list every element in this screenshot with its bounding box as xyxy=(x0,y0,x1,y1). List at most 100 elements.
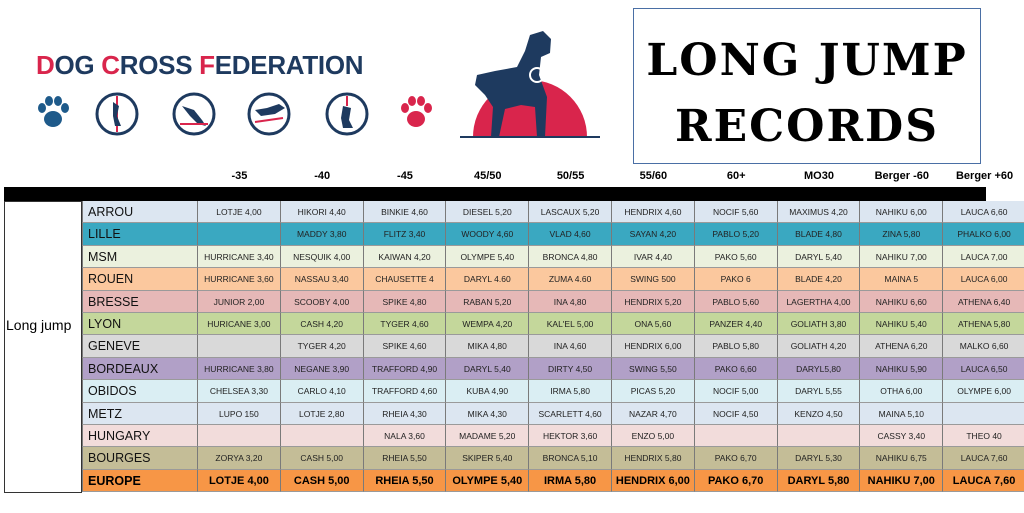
record-cell: ONA 5,60 xyxy=(612,313,695,336)
team-name-cell: ARROU xyxy=(82,201,198,224)
record-cell: INA 4,80 xyxy=(529,290,612,313)
record-cell: DARYL5,80 xyxy=(777,357,861,381)
record-cell: TRAFFORD 4,60 xyxy=(363,380,447,403)
record-cell: NAHIKU 5,40 xyxy=(860,313,944,336)
table-row: LILLE MADDY 3,80 FLITZ 3,40 WOODY 4,60 VLAD … xyxy=(82,223,1024,246)
table-row: OBIDOS CHELSEA 3,30 CARLO 4,10 TRAFFORD 4,6… xyxy=(82,380,1024,403)
record-cell: SCOOBY 4,00 xyxy=(280,290,364,313)
table-row: ROUEN HURRICANE 3,60 NASSAU 3,40 CHAUSETTE … xyxy=(82,268,1024,291)
record-cell: BLADE 4,20 xyxy=(777,268,861,291)
record-cell: LAUCA 7,60 xyxy=(943,469,1024,493)
column-header: 55/60 xyxy=(639,170,668,182)
record-cell: NAHIKU 6,60 xyxy=(860,290,944,313)
record-cell xyxy=(694,425,778,448)
table-row: GENEVE TYGER 4,20 SPIKE 4,60 MIKA 4,80 INA 4… xyxy=(82,335,1024,358)
logo-letters: D xyxy=(36,50,55,80)
event-label: Long jump xyxy=(6,317,72,333)
title-line-1: LONG JUMP xyxy=(646,35,968,86)
table-row: ARROU LOTJE 4,00 HIKORI 4,40 BINKIE 4,60 DIE… xyxy=(82,201,1024,224)
record-cell: LAUCA 6,60 xyxy=(943,201,1024,224)
record-cell: NOCIF 5,60 xyxy=(694,201,778,224)
column-header: 45/50 xyxy=(474,170,502,182)
record-cell: DARYL 5,30 xyxy=(777,447,861,470)
record-cell: DIRTY 4,50 xyxy=(529,357,612,381)
record-cell: SCARLETT 4,60 xyxy=(529,402,612,425)
record-cell: RHEIA 4,30 xyxy=(363,402,447,425)
record-cell: OLYMPE 6,00 xyxy=(943,380,1024,403)
record-cell: THEO 40 xyxy=(943,425,1024,448)
table-row: HUNGARY NALA 3,60 MADAME 5,20 HEKTOR 3,60 EN… xyxy=(82,425,1024,448)
record-cell: PAKO 6,60 xyxy=(694,357,778,381)
table-row: EUROPE LOTJE 4,00 CASH 5,00 RHEIA 5,50 OLYMP… xyxy=(82,469,1024,493)
record-cell: FLITZ 3,40 xyxy=(363,223,447,246)
record-cell: PABLO 5,20 xyxy=(694,223,778,246)
column-header: -45 xyxy=(397,170,413,182)
record-cell: TYGER 4,20 xyxy=(280,335,364,358)
record-cell: ZINA 5,80 xyxy=(860,223,944,246)
record-cell: ATHENA 6,20 xyxy=(860,335,944,358)
record-cell: PAKO 6,70 xyxy=(694,469,778,493)
column-header: 60+ xyxy=(726,170,746,182)
record-cell: PAKO 6,70 xyxy=(694,447,778,470)
record-cell: WOODY 4,60 xyxy=(446,223,530,246)
logo-letters: EDERATION xyxy=(214,50,364,80)
record-cell xyxy=(777,425,861,448)
record-cell: HENDRIX 6,00 xyxy=(612,335,695,358)
record-cell: ATHENA 5,80 xyxy=(943,313,1024,336)
record-cell: LAUCA 7,00 xyxy=(943,245,1024,269)
record-cell: INA 4,60 xyxy=(529,335,612,358)
title-box: LONG JUMP RECORDS xyxy=(633,8,981,164)
record-cell: IRMA 5,80 xyxy=(529,469,612,493)
discipline-icons xyxy=(35,92,435,136)
logo-letters: F xyxy=(199,50,215,80)
team-name-cell: MSM xyxy=(82,245,198,269)
record-cell: CARLO 4,10 xyxy=(280,380,364,403)
record-cell: HENDRIX 5,20 xyxy=(612,290,695,313)
record-cell xyxy=(198,223,281,246)
team-name-cell: ROUEN xyxy=(82,268,198,291)
table-row: BOURGES ZORYA 3,20 CASH 5,00 RHEIA 5,50 SKIP… xyxy=(82,447,1024,470)
record-cell: HENDRIX 6,00 xyxy=(612,469,695,493)
record-cell: HURRICANE 3,80 xyxy=(198,357,281,381)
record-cell: MAINA 5,10 xyxy=(860,402,944,425)
paw-blue-icon xyxy=(35,92,79,136)
logo-letters: ROSS xyxy=(119,50,200,80)
record-cell: ENZO 5,00 xyxy=(612,425,695,448)
record-cell: RHEIA 5,50 xyxy=(363,469,447,493)
record-cell: PABLO 5,60 xyxy=(694,290,778,313)
record-cell: LOTJE 2,80 xyxy=(280,402,364,425)
record-cell: ZUMA 4.60 xyxy=(529,268,612,291)
header-divider-bar xyxy=(4,187,986,201)
record-cell: TRAFFORD 4,90 xyxy=(363,357,447,381)
record-cell: LAGERTHA 4,00 xyxy=(777,290,861,313)
record-cell: NAZAR 4,70 xyxy=(612,402,695,425)
record-cell: CHAUSETTE 4 xyxy=(363,268,447,291)
record-cell: KAIWAN 4,20 xyxy=(363,245,447,269)
record-cell: TYGER 4,60 xyxy=(363,313,447,336)
column-header: Berger +60 xyxy=(955,170,1014,182)
record-cell xyxy=(943,402,1024,425)
record-cell: MADDY 3,80 xyxy=(280,223,364,246)
record-cell: LOTJE 4,00 xyxy=(198,201,281,224)
record-cell: NESQUIK 4,00 xyxy=(280,245,364,269)
record-cell: DIESEL 5,20 xyxy=(446,201,530,224)
record-cell: LOTJE 4,00 xyxy=(198,469,281,493)
record-cell: OLYMPE 5,40 xyxy=(446,245,530,269)
column-header: 50/55 xyxy=(556,170,585,182)
record-cell: CASSY 3,40 xyxy=(860,425,944,448)
record-cell: KUBA 4,90 xyxy=(446,380,530,403)
dog-hurdle-icon xyxy=(247,92,291,136)
record-cell: DARYL 5,55 xyxy=(777,380,861,403)
record-cell: SPIKE 4,60 xyxy=(363,335,447,358)
team-name-cell: LYON xyxy=(82,313,198,336)
record-cell: ZORYA 3,20 xyxy=(198,447,281,470)
record-cell: HURRICANE 3,40 xyxy=(198,245,281,269)
record-cell: SPIKE 4,80 xyxy=(363,290,447,313)
dog-agility-icon xyxy=(172,92,216,136)
record-cell: IRMA 5,80 xyxy=(529,380,612,403)
dog-mascot-logo xyxy=(455,25,605,140)
logo-letters: C xyxy=(101,50,120,80)
record-cell: LUPO 150 xyxy=(198,402,281,425)
record-cell: HURICANE 3,00 xyxy=(198,313,281,336)
record-cell: KENZO 4,50 xyxy=(777,402,861,425)
